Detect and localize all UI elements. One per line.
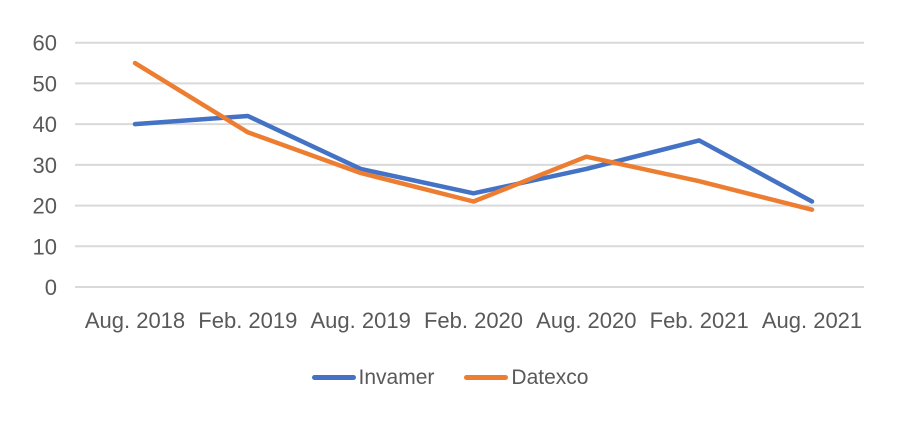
- legend-label-datexco: Datexco: [511, 365, 589, 389]
- x-axis-tick-label-6: Aug. 2021: [762, 308, 862, 333]
- series-line-datexco: [132, 60, 815, 212]
- y-axis-tick-label-10: 10: [33, 234, 57, 259]
- y-axis-tick-label-30: 30: [33, 153, 57, 178]
- legend-label-invamer: Invamer: [358, 365, 435, 389]
- legend-item-datexco: Datexco: [464, 367, 588, 388]
- x-axis-tick-label-3: Feb. 2020: [424, 308, 523, 333]
- y-axis-tick-label-50: 50: [33, 71, 57, 96]
- series-line-invamer: [132, 113, 815, 204]
- y-axis-tick-label-20: 20: [33, 194, 57, 219]
- legend-line-swatch-datexco: [464, 374, 509, 380]
- legend-line-swatch-invamer: [311, 374, 356, 380]
- x-axis-tick-label-0: Aug. 2018: [85, 308, 185, 333]
- y-axis-tick-label-0: 0: [45, 275, 57, 300]
- y-axis-tick-label-60: 60: [33, 31, 57, 56]
- x-axis-tick-label-2: Aug. 2019: [311, 308, 411, 333]
- legend-item-invamer: Invamer: [311, 365, 435, 389]
- y-axis-tick-label-40: 40: [33, 112, 57, 137]
- x-axis-tick-label-4: Aug. 2020: [536, 308, 636, 333]
- chart-legend: Invamer Datexco: [0, 362, 900, 392]
- x-axis-tick-label-5: Feb. 2021: [650, 308, 749, 333]
- x-axis-tick-label-1: Feb. 2019: [198, 308, 297, 333]
